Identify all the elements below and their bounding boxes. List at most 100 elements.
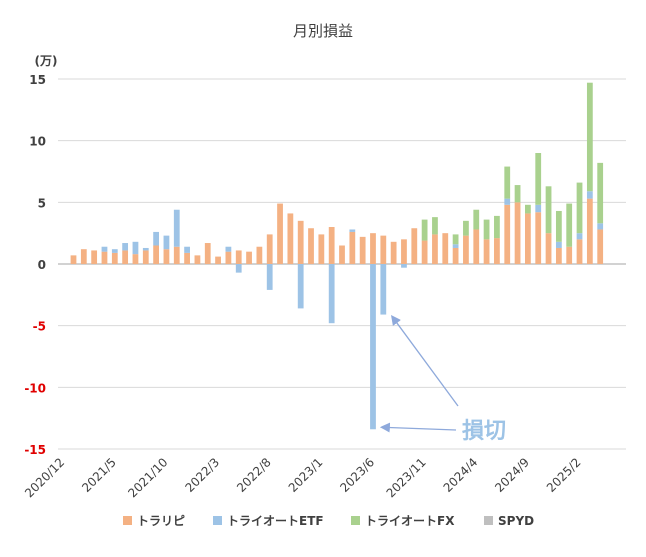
bar-segment-torarip	[359, 236, 366, 264]
bar-segment-triauto-fx	[494, 215, 500, 239]
bar-segment-triauto-etf	[380, 264, 387, 315]
x-tick-label: 2021/5	[79, 455, 119, 495]
bar-segment-triauto-etf	[597, 223, 604, 230]
bar-segment-triauto-fx	[535, 153, 542, 205]
bar-segment-triauto-etf	[163, 235, 170, 250]
bar-segment-torarip	[401, 239, 407, 264]
bar-segment-triauto-etf	[576, 233, 583, 240]
bar-segment-torarip	[494, 238, 500, 264]
bar-segment-triauto-etf	[132, 241, 139, 255]
bar-segment-torarip	[597, 229, 604, 264]
bar-segment-torarip	[380, 235, 387, 264]
legend-swatch	[484, 516, 493, 525]
bar-segment-torarip	[545, 233, 552, 264]
bar-segment-torarip	[142, 250, 149, 264]
x-tick-label: 2023/11	[384, 455, 429, 500]
bar-segment-torarip	[194, 255, 201, 264]
bar-segment-torarip	[328, 227, 335, 264]
grid-layer	[58, 78, 626, 450]
bar-segment-torarip	[256, 246, 263, 264]
bar-segment-triauto-fx	[463, 220, 469, 236]
legend-label: トライオートFX	[365, 514, 455, 528]
bar-segment-triauto-fx	[452, 234, 459, 245]
bar-segment-torarip	[535, 212, 542, 264]
legend-swatch	[213, 516, 222, 525]
bar-segment-torarip	[163, 249, 170, 264]
bar-segment-torarip	[173, 246, 180, 264]
bar-segment-torarip	[122, 250, 129, 264]
bar-segment-torarip	[101, 251, 108, 264]
bar-segment-torarip	[91, 250, 98, 264]
bar-segment-triauto-fx	[473, 209, 480, 230]
bar-segment-triauto-etf	[225, 246, 232, 252]
bar-segment-triauto-fx	[597, 162, 604, 224]
bar-segment-triauto-etf	[452, 244, 459, 248]
bar-segment-triauto-fx	[524, 204, 531, 214]
bar-segment-triauto-fx	[514, 185, 521, 203]
bar-segment-torarip	[566, 246, 573, 264]
bar-segment-torarip	[514, 202, 521, 264]
x-tick-label: 2023/6	[337, 455, 377, 495]
bar-segment-torarip	[370, 233, 376, 264]
y-tick-label: -15	[24, 443, 46, 457]
bar-segment-torarip	[225, 251, 232, 264]
y-tick-label: -10	[24, 381, 46, 395]
bar-segment-triauto-etf	[235, 264, 242, 273]
bar-segment-torarip	[483, 239, 490, 264]
bar-segment-torarip	[463, 235, 469, 264]
legend-label: トライオートETF	[227, 514, 324, 528]
bar-segment-torarip	[524, 213, 531, 264]
bar-segment-torarip	[421, 240, 428, 264]
bar-segment-torarip	[339, 245, 345, 264]
bar-segment-torarip	[586, 198, 593, 264]
y-tick-label: 5	[38, 196, 46, 210]
x-tick-label: 2022/8	[234, 455, 274, 495]
legend-label: SPYD	[498, 514, 534, 528]
legend-swatch	[351, 516, 360, 525]
bar-segment-torarip	[442, 233, 449, 264]
bar-segment-torarip	[432, 234, 438, 264]
bar-segment-triauto-etf	[111, 249, 118, 253]
x-tick-label: 2025/2	[544, 455, 584, 495]
bar-segment-triauto-etf	[297, 264, 304, 309]
legend-label: トラリピ	[137, 514, 185, 528]
bar-segment-torarip	[452, 247, 459, 264]
bar-segment-torarip	[204, 243, 211, 264]
bar-segment-triauto-fx	[432, 217, 438, 235]
bar-segment-triauto-etf	[504, 198, 511, 205]
bar-segment-triauto-etf	[184, 246, 190, 253]
bar-segment-torarip	[555, 247, 562, 264]
bar-segment-torarip	[473, 229, 480, 264]
bar-segment-triauto-etf	[122, 243, 129, 251]
bar-segment-torarip	[390, 241, 397, 264]
bar-segment-torarip	[70, 255, 77, 264]
bar-segment-triauto-fx	[483, 219, 490, 240]
y-unit-label: (万)	[35, 54, 58, 68]
x-tick-label: 2020/12	[22, 455, 67, 500]
bar-segment-triauto-etf	[266, 264, 273, 290]
bar-segment-triauto-etf	[401, 264, 407, 268]
x-tick-label: 2024/9	[492, 455, 532, 495]
bar-segment-torarip	[215, 256, 221, 264]
legend-swatch	[123, 516, 132, 525]
bar-segment-triauto-fx	[504, 166, 511, 199]
bar-segment-torarip	[80, 249, 87, 264]
bar-segment-triauto-etf	[153, 231, 160, 246]
bar-segment-triauto-fx	[576, 182, 583, 234]
y-tick-label: 10	[29, 135, 46, 149]
bar-segment-triauto-fx	[586, 82, 593, 192]
bar-segment-triauto-etf	[173, 209, 180, 247]
bar-segment-torarip	[349, 231, 356, 264]
bar-segment-torarip	[235, 250, 242, 264]
annotation-layer: 損切	[379, 314, 506, 444]
annotation-arrow	[379, 422, 457, 433]
bar-segment-torarip	[308, 228, 314, 264]
annotation-arrow	[391, 314, 459, 407]
bar-segment-triauto-etf	[370, 264, 376, 430]
bar-segment-torarip	[132, 254, 139, 264]
bars-layer	[70, 82, 604, 430]
x-tick-label: 2022/3	[182, 455, 222, 495]
y-tick-label: -5	[33, 320, 46, 334]
